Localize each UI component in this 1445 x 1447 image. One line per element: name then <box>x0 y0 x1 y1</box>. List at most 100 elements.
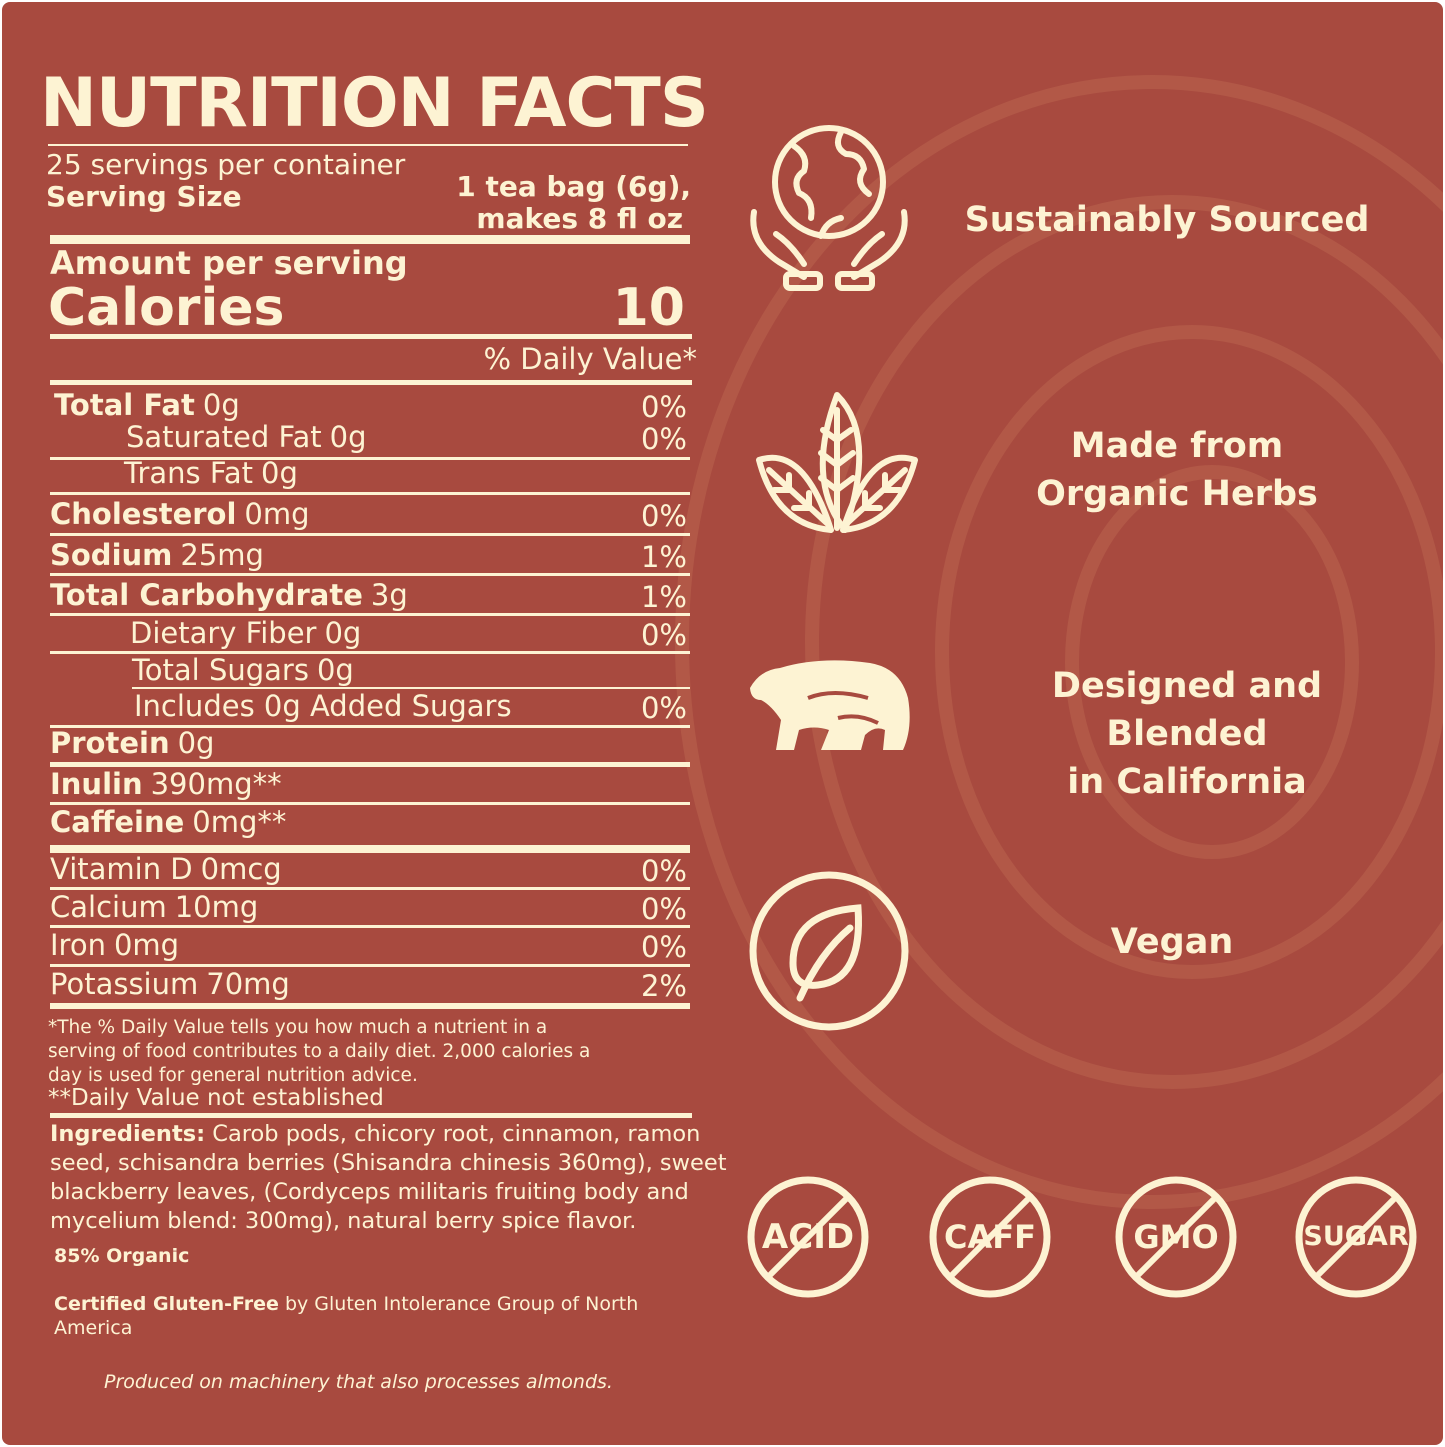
leaves-icon <box>756 392 918 533</box>
nutrient-name: Potassium <box>50 967 199 1001</box>
feature-text: Designed and Blended <box>1051 666 1323 754</box>
nutrient-row-label: Saturated Fat 0g <box>126 420 366 454</box>
divider <box>50 573 690 576</box>
divider <box>50 802 690 805</box>
nutrient-name: Sodium <box>50 538 173 572</box>
nutrient-row-label: Calcium 10mg <box>50 890 258 924</box>
gluten-free-text: by Gluten Intolerance Group of North Ame… <box>54 1293 639 1339</box>
ingredients-label: Ingredients: <box>50 1121 206 1147</box>
nutrient-row-label: Potassium 70mg <box>50 967 290 1001</box>
nutrient-daily-value: 1% <box>640 540 687 574</box>
feature-california: Designed and Blended in California <box>977 662 1397 806</box>
nutrient-daily-value: 2% <box>640 969 687 1003</box>
nutrient-row-label: Cholesterol 0mg <box>50 497 310 531</box>
gluten-free-bold: Certified Gluten-Free <box>54 1293 279 1315</box>
nutrient-name: Cholesterol <box>50 497 237 531</box>
nutrient-amount: 0g <box>202 388 240 422</box>
serving-size-value-1: 1 tea bag (6g), <box>456 170 691 203</box>
nutrient-daily-value: 0% <box>640 499 687 533</box>
nutrient-amount: 0g <box>177 726 215 760</box>
no-caff-badge: CAFF <box>928 1175 1052 1299</box>
nutrient-daily-value: 0% <box>640 854 687 888</box>
nutrient-row-label: Vitamin D 0mcg <box>50 852 282 886</box>
nutrient-daily-value: 0% <box>640 422 687 456</box>
divider <box>50 762 690 767</box>
feature-text: Organic Herbs <box>1036 474 1318 514</box>
divider <box>50 964 690 967</box>
nutrient-row-label: Total Sugars 0g <box>132 653 354 687</box>
divider <box>50 845 690 853</box>
hands-globe-icon <box>750 125 908 291</box>
organic-percentage: 85% Organic <box>54 1245 190 1267</box>
nutrient-name: Total Fat <box>54 388 195 422</box>
nutrient-name: Trans Fat <box>124 456 254 490</box>
thick-divider <box>50 235 690 244</box>
divider <box>50 334 692 339</box>
badge-label: CAFF <box>944 1218 1036 1256</box>
calories-label: Calories <box>48 278 285 338</box>
nutrient-amount: 0mg <box>244 497 310 531</box>
divider <box>50 380 692 385</box>
nutrient-row-label: Protein 0g <box>50 726 214 760</box>
no-acid-badge: ACID <box>746 1175 870 1299</box>
nutrient-amount: 0g <box>324 616 362 650</box>
nutrient-name: Calcium <box>50 890 167 924</box>
nutrient-name: Total Carbohydrate <box>50 578 363 612</box>
nutrient-daily-value: 0% <box>640 691 687 725</box>
nutrient-row-label: Trans Fat 0g <box>124 456 298 490</box>
nutrient-amount: 0mg <box>113 928 180 962</box>
divider <box>50 492 690 495</box>
amount-per-serving: Amount per serving <box>50 244 408 282</box>
nutrient-name: Saturated Fat <box>126 420 322 454</box>
no-sugar-badge: SUGAR <box>1294 1175 1418 1299</box>
divider <box>50 533 690 536</box>
feature-vegan: Vegan <box>967 918 1377 966</box>
badge-label: GMO <box>1133 1218 1219 1256</box>
nutrient-daily-value: 1% <box>640 580 687 614</box>
badge-label: SUGAR <box>1303 1221 1409 1252</box>
nutrient-name: Caffeine <box>50 805 185 839</box>
nutrient-daily-value: 0% <box>640 930 687 964</box>
feature-organic-herbs: Made from Organic Herbs <box>972 422 1382 518</box>
daily-value-header: % Daily Value* <box>483 342 697 376</box>
nutrient-row-label: Dietary Fiber 0g <box>130 616 361 650</box>
divider <box>50 887 690 890</box>
feature-text: Vegan <box>1110 922 1234 962</box>
nutrient-daily-value: 0% <box>640 618 687 652</box>
feature-text: Sustainably Sourced <box>964 200 1370 240</box>
calories-value: 10 <box>612 278 685 338</box>
feature-sustainably-sourced: Sustainably Sourced <box>962 196 1372 244</box>
nutrient-amount: 70mg <box>206 967 290 1001</box>
label-title: NUTRITION FACTS <box>40 64 709 143</box>
nutrient-name: Includes 0g Added Sugars <box>134 689 512 723</box>
no-gmo-badge: GMO <box>1114 1175 1238 1299</box>
divider <box>50 1003 690 1009</box>
ingredients: Ingredients: Carob pods, chicory root, c… <box>50 1120 740 1236</box>
nutrient-name: Vitamin D <box>50 852 193 886</box>
nutrient-name: Dietary Fiber <box>130 616 317 650</box>
gluten-free-certification: Certified Gluten-Free by Gluten Intolera… <box>54 1292 654 1340</box>
divider <box>50 725 690 728</box>
divider <box>50 925 690 928</box>
serving-size-value-2: makes 8 fl oz <box>476 202 683 235</box>
nutrient-amount: 10mg <box>174 890 259 924</box>
feature-text: Made from <box>1070 426 1284 466</box>
nutrient-amount: 0mg** <box>192 805 287 839</box>
not-established-footnote: **Daily Value not established <box>48 1085 384 1111</box>
nutrient-amount: 0mcg <box>200 852 282 886</box>
nutrient-row-label: Total Fat 0g <box>54 388 240 422</box>
divider <box>50 457 690 460</box>
nutrient-name: Inulin <box>50 767 143 801</box>
divider <box>132 687 690 689</box>
nutrient-amount: 25mg <box>180 538 264 572</box>
nutrient-row-label: Includes 0g Added Sugars <box>134 689 520 723</box>
nutrient-row-label: Total Carbohydrate 3g <box>50 578 408 612</box>
nutrient-daily-value: 0% <box>640 390 687 424</box>
nutrient-row-label: Inulin 390mg** <box>50 767 282 801</box>
divider <box>50 613 690 616</box>
nutrient-name: Protein <box>50 726 170 760</box>
nutrient-amount: 0g <box>316 653 354 687</box>
badge-label: ACID <box>761 1217 855 1257</box>
